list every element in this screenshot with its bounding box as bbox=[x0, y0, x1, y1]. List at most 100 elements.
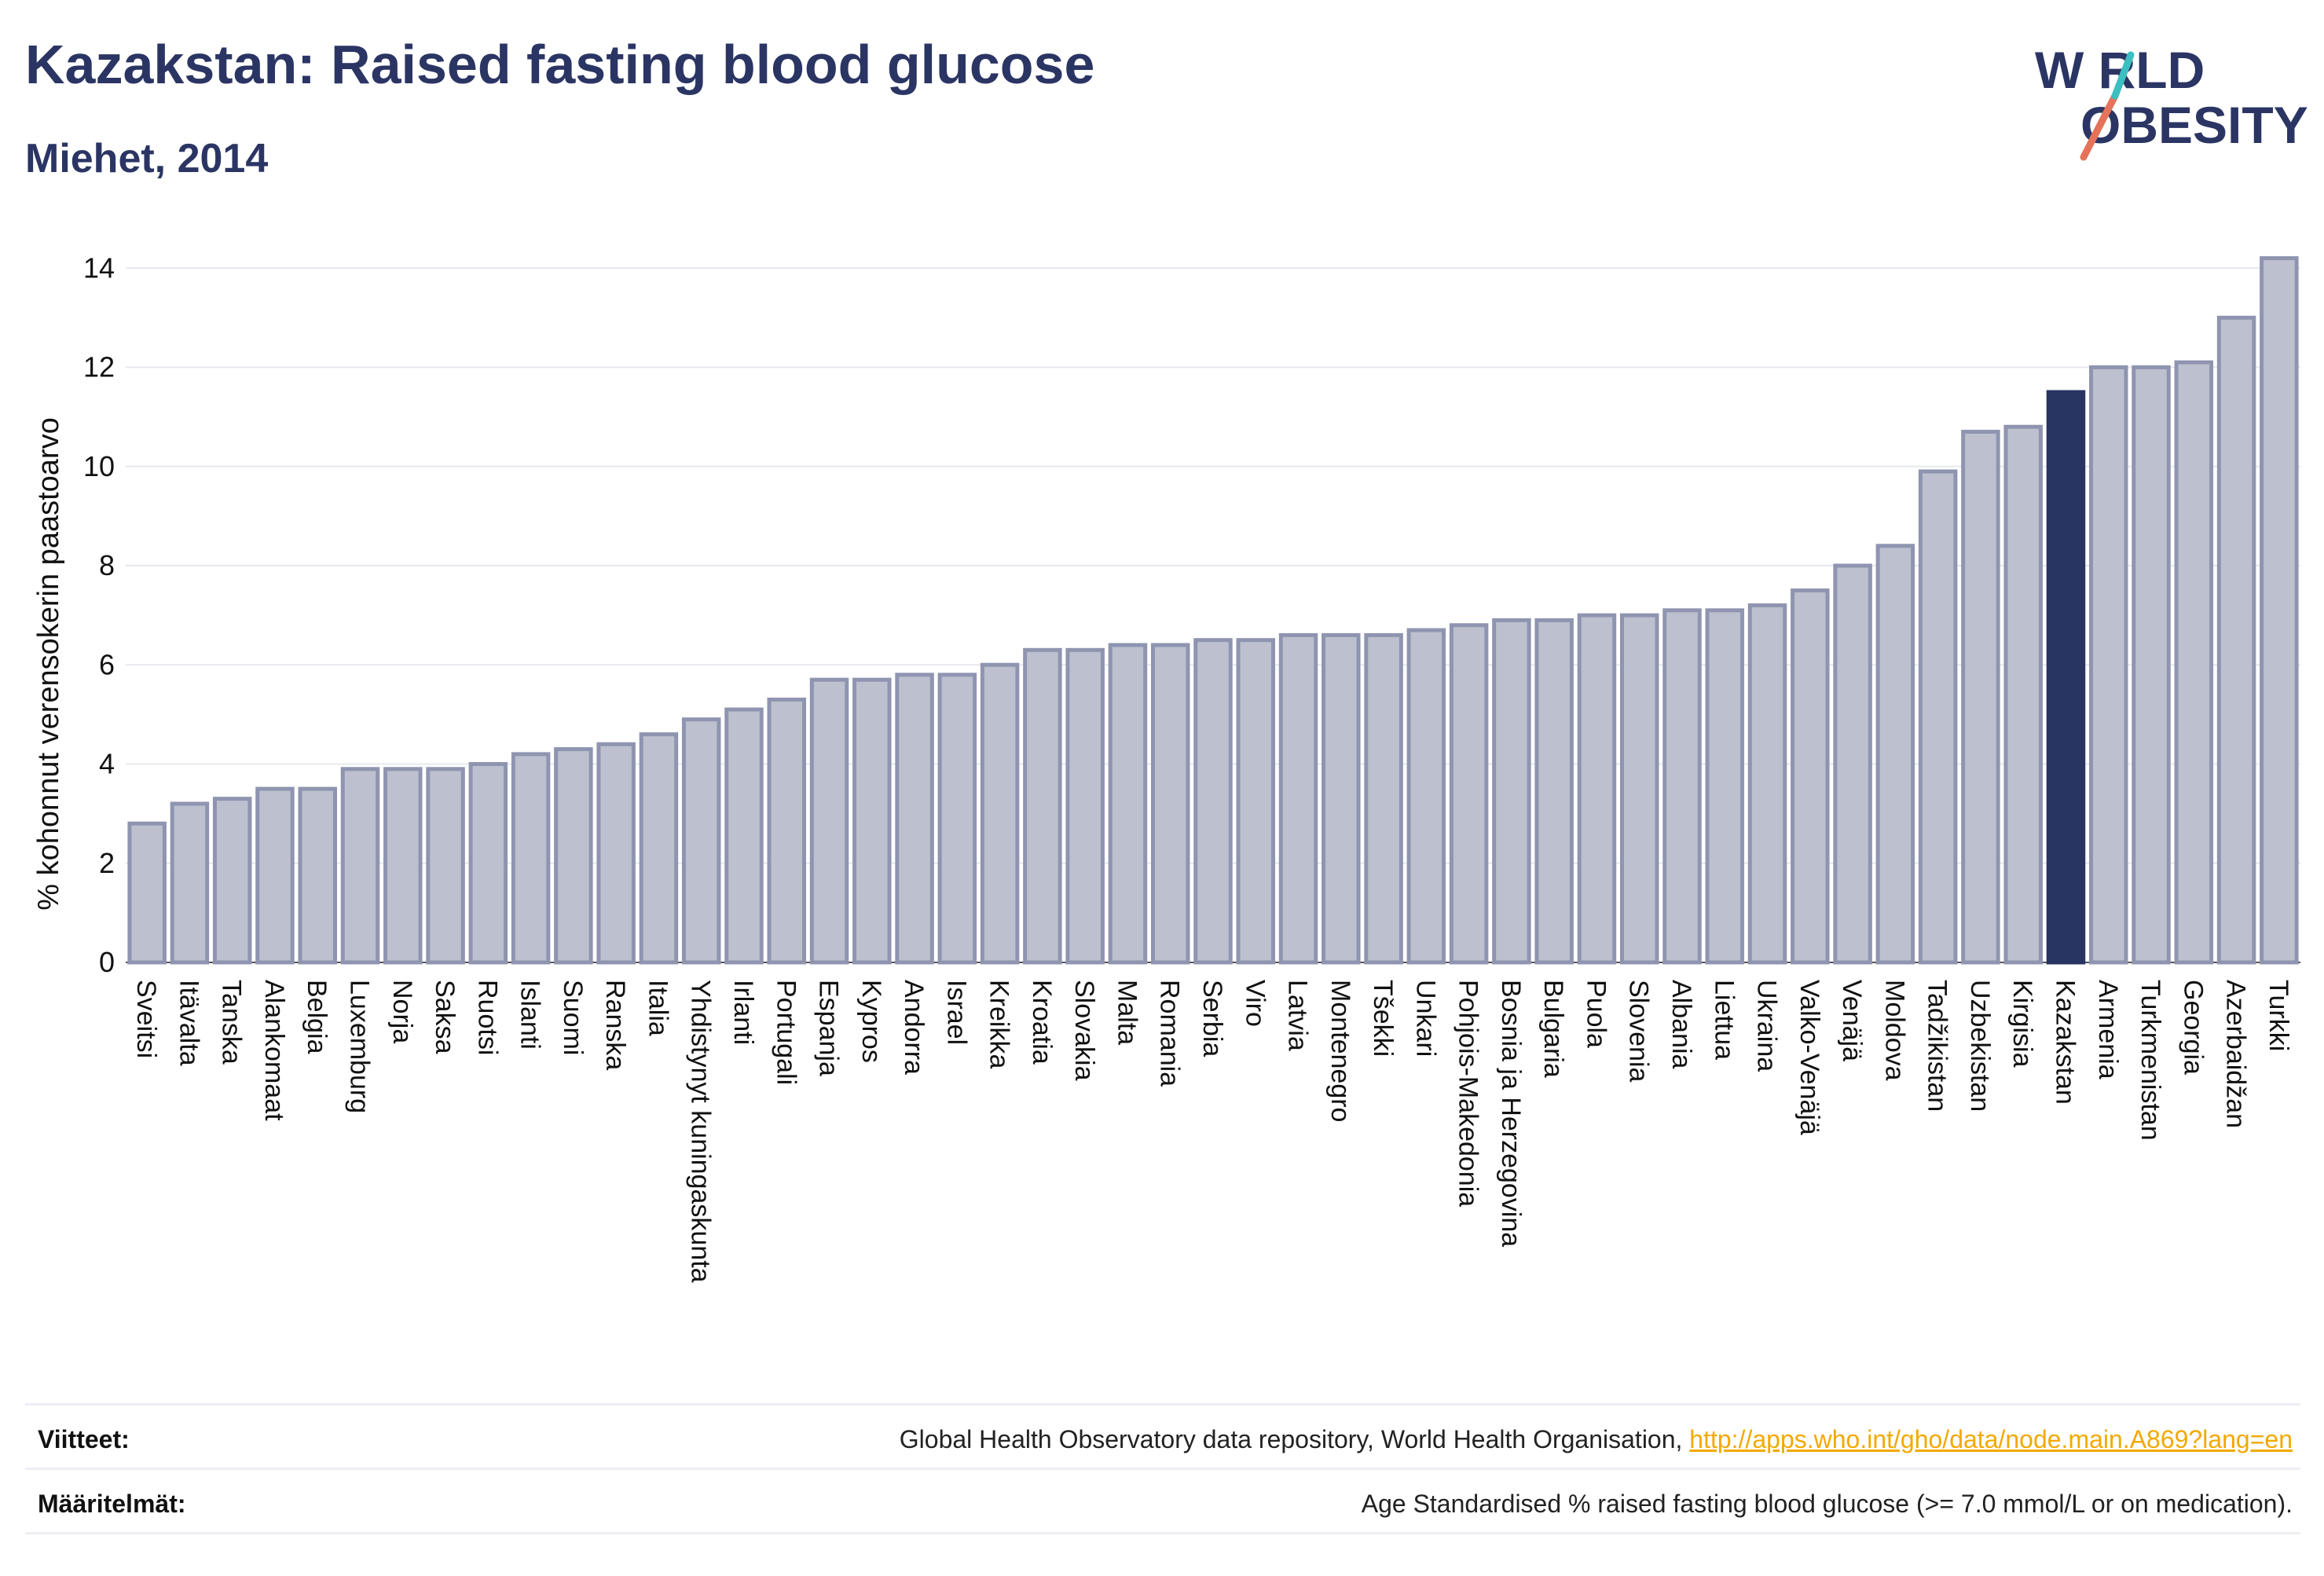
x-tick-label: Romania bbox=[1155, 980, 1185, 1087]
bar bbox=[212, 797, 252, 965]
x-tick-label: Bosnia ja Herzegovina bbox=[1496, 980, 1526, 1247]
x-tick-label: Turkki bbox=[2264, 980, 2293, 1051]
y-tick-label: 14 bbox=[83, 251, 115, 284]
x-tick-label: Israel bbox=[941, 980, 971, 1045]
x-tick-label: Slovakia bbox=[1069, 980, 1099, 1081]
bar bbox=[1918, 469, 1958, 965]
x-tick-label: Venäjä bbox=[1837, 980, 1867, 1061]
bar bbox=[2089, 365, 2128, 965]
world-obesity-logo: W RLD OBESITY bbox=[2035, 41, 2308, 161]
bar bbox=[724, 707, 764, 965]
x-tick-label: Tanska bbox=[217, 980, 247, 1065]
x-tick-label: Latvia bbox=[1283, 980, 1313, 1051]
bar bbox=[127, 821, 167, 965]
x-tick-label: Albania bbox=[1666, 980, 1696, 1069]
x-tick-label: Uzbekistan bbox=[1965, 980, 1995, 1112]
x-tick-label: Belgia bbox=[302, 980, 332, 1054]
y-tick-label: 6 bbox=[99, 648, 115, 680]
x-tick-labels: Sveitsi Itävalta Tanska Alankomaat Belgia Lux… bbox=[131, 980, 2293, 1283]
references-text: Global Health Observatory data repositor… bbox=[900, 1425, 2293, 1454]
bar bbox=[1108, 643, 1148, 965]
x-tick-label: Puola bbox=[1581, 980, 1611, 1048]
bar bbox=[1150, 643, 1190, 965]
x-tick-label: Kirgisia bbox=[2007, 980, 2037, 1068]
bar bbox=[809, 677, 849, 965]
y-tick-label: 2 bbox=[99, 847, 115, 879]
bar bbox=[596, 742, 636, 965]
bar-chart: 0 2 4 6 8 10 12 14 Sveitsi Itävalta Tanska Alankom… bbox=[32, 251, 2300, 1283]
x-tick-label: Norja bbox=[387, 980, 417, 1043]
bar bbox=[1236, 638, 1276, 965]
bar bbox=[554, 747, 593, 965]
bar bbox=[639, 732, 679, 965]
x-tick-label: Itävalta bbox=[174, 980, 203, 1066]
x-tick-label: Kazakstan bbox=[2050, 980, 2080, 1105]
bar bbox=[1449, 623, 1489, 965]
y-tick-label: 4 bbox=[99, 748, 115, 780]
x-tick-label: Italia bbox=[643, 980, 673, 1036]
bar bbox=[1534, 618, 1574, 965]
bar bbox=[1747, 603, 1787, 965]
bar bbox=[1619, 613, 1659, 965]
x-tick-label: Luxemburg bbox=[345, 980, 375, 1113]
definitions-text: Age Standardised % raised fasting blood … bbox=[1361, 1490, 2293, 1518]
x-tick-label: Liettua bbox=[1709, 980, 1739, 1060]
bar bbox=[681, 717, 721, 965]
page-subtitle: Miehet, 2014 bbox=[25, 136, 269, 181]
x-tick-label: Bulgaria bbox=[1538, 980, 1568, 1078]
x-tick-label: Viro bbox=[1240, 980, 1270, 1027]
x-tick-label: Portugali bbox=[771, 980, 801, 1085]
x-tick-label: Ruotsi bbox=[472, 980, 502, 1055]
bar bbox=[1705, 608, 1745, 965]
bar bbox=[511, 752, 551, 965]
y-tick-label: 12 bbox=[83, 351, 115, 383]
x-tick-label: Ukraina bbox=[1752, 980, 1782, 1072]
logo-line2: OBESITY bbox=[2080, 96, 2308, 154]
bar bbox=[2216, 315, 2256, 965]
bar bbox=[383, 767, 423, 965]
bar bbox=[980, 662, 1020, 965]
y-tick-label: 10 bbox=[83, 450, 115, 482]
x-tick-label: Montenegro bbox=[1325, 980, 1355, 1122]
x-tick-label: Georgia bbox=[2178, 980, 2208, 1075]
x-tick-label: Unkari bbox=[1410, 980, 1440, 1057]
bar bbox=[2260, 256, 2299, 965]
bar bbox=[1193, 638, 1233, 965]
x-tick-label: Espanja bbox=[814, 980, 844, 1076]
bar bbox=[1577, 613, 1617, 965]
world-obesity-slash-icon bbox=[2080, 92, 2119, 161]
bar bbox=[340, 767, 380, 965]
footer-separator-top bbox=[25, 1403, 2300, 1406]
y-tick-labels: 0 2 4 6 8 10 12 14 bbox=[83, 251, 115, 978]
x-tick-label: Irlanti bbox=[728, 980, 758, 1045]
bar bbox=[767, 697, 807, 965]
y-axis-label: % kohonnut verensokerin paastoarvo bbox=[32, 417, 65, 910]
x-tick-label: Sveitsi bbox=[131, 980, 161, 1058]
x-tick-label: Pohjois-Makedonia bbox=[1453, 980, 1483, 1207]
bar bbox=[1791, 588, 1830, 965]
definitions-label: Määritelmät: bbox=[38, 1490, 186, 1518]
bar-highlighted bbox=[2046, 390, 2086, 965]
x-tick-label: Turkmenistan bbox=[2135, 980, 2165, 1141]
x-tick-label: Yhdistynyt kuningaskunta bbox=[686, 980, 716, 1283]
bar bbox=[852, 677, 892, 965]
bar bbox=[1833, 563, 1872, 965]
x-tick-label: Tadžikistan bbox=[1923, 980, 1952, 1112]
bar bbox=[1662, 608, 1702, 965]
x-tick-label: Kreikka bbox=[984, 980, 1014, 1068]
references-link[interactable]: http://apps.who.int/gho/data/node.main.A… bbox=[1689, 1425, 2293, 1453]
bar bbox=[468, 762, 508, 965]
world-obesity-slash-accent-icon bbox=[2111, 51, 2135, 100]
bar bbox=[298, 786, 337, 965]
references-source: Global Health Observatory data repositor… bbox=[899, 1425, 1690, 1453]
footer-separator-middle bbox=[25, 1468, 2300, 1470]
x-tick-label: Valko-Venäjä bbox=[1794, 980, 1824, 1135]
x-tick-label: Kypros bbox=[856, 980, 886, 1063]
x-tick-label: Azerbaidžan bbox=[2221, 980, 2251, 1128]
x-tick-label: Ranska bbox=[600, 980, 630, 1070]
bar bbox=[2003, 424, 2043, 965]
x-tick-label: Alankomaat bbox=[259, 980, 289, 1121]
bar bbox=[1406, 628, 1446, 965]
x-tick-label: Malta bbox=[1112, 980, 1142, 1045]
x-tick-label: Suomi bbox=[558, 980, 588, 1055]
